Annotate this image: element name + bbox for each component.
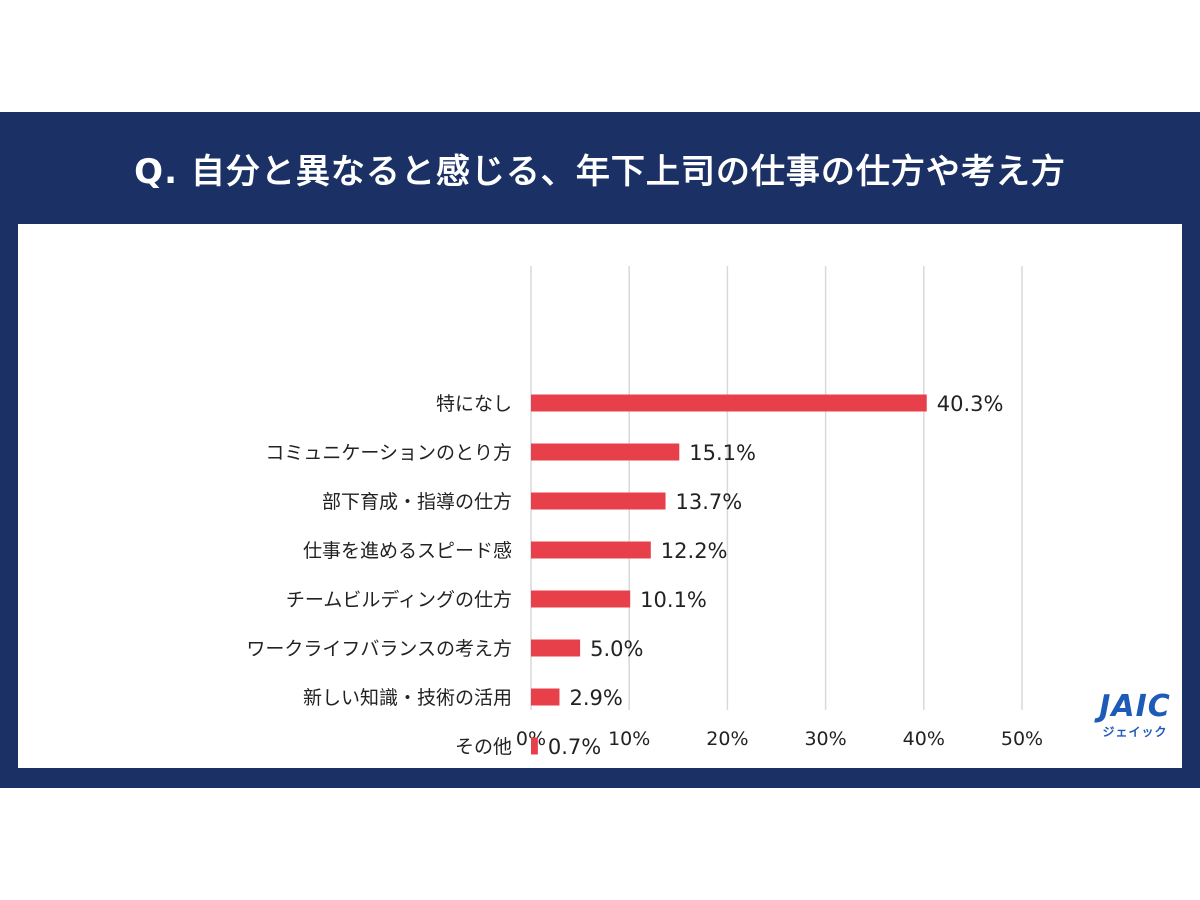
category-label: 特になし: [436, 393, 512, 415]
bar: [531, 688, 560, 706]
logo-subtitle: ジェイック: [1102, 725, 1168, 739]
bar: [531, 639, 581, 657]
bar: [531, 443, 680, 461]
x-tick-label: 20%: [706, 728, 748, 750]
x-tick-label: 50%: [1001, 728, 1043, 750]
x-tick-label: 40%: [903, 728, 945, 750]
data-label: 40.3%: [937, 392, 1004, 416]
category-label: 仕事を進めるスピード感: [303, 540, 512, 562]
x-tick-label: 10%: [608, 728, 650, 750]
bar: [531, 541, 651, 559]
category-label: 部下育成・指導の仕方: [322, 491, 512, 513]
category-label: ワークライフバランスの考え方: [246, 638, 512, 660]
category-label: コミュニケーションのとり方: [265, 442, 512, 464]
title-frame: Q. 自分と異なると感じる、年下上司の仕事の仕方や考え方 0%10%20%30%…: [0, 112, 1200, 788]
bar-chart: 0%10%20%30%40%50%特になし40.3%コミュニケーションのとり方1…: [246, 266, 1043, 759]
data-label: 10.1%: [640, 588, 707, 612]
data-label: 5.0%: [590, 637, 643, 661]
bar: [531, 590, 631, 608]
chart-title: Q. 自分と異なると感じる、年下上司の仕事の仕方や考え方: [134, 151, 1066, 192]
category-label: チームビルディングの仕方: [286, 589, 512, 611]
bar: [531, 492, 666, 510]
bar: [531, 394, 927, 412]
chart-panel: 0%10%20%30%40%50%特になし40.3%コミュニケーションのとり方1…: [18, 224, 1182, 768]
bar: [531, 737, 538, 755]
category-label: その他: [455, 736, 512, 758]
x-tick-label: 30%: [804, 728, 846, 750]
data-label: 12.2%: [661, 539, 728, 563]
data-label: 2.9%: [569, 686, 622, 710]
category-label: 新しい知識・技術の活用: [303, 687, 512, 709]
data-label: 0.7%: [548, 735, 601, 759]
jaic-logo: JAIC ジェイック: [1096, 690, 1174, 756]
data-label: 15.1%: [689, 441, 756, 465]
logo-mark: JAIC: [1099, 689, 1171, 724]
data-label: 13.7%: [676, 490, 743, 514]
